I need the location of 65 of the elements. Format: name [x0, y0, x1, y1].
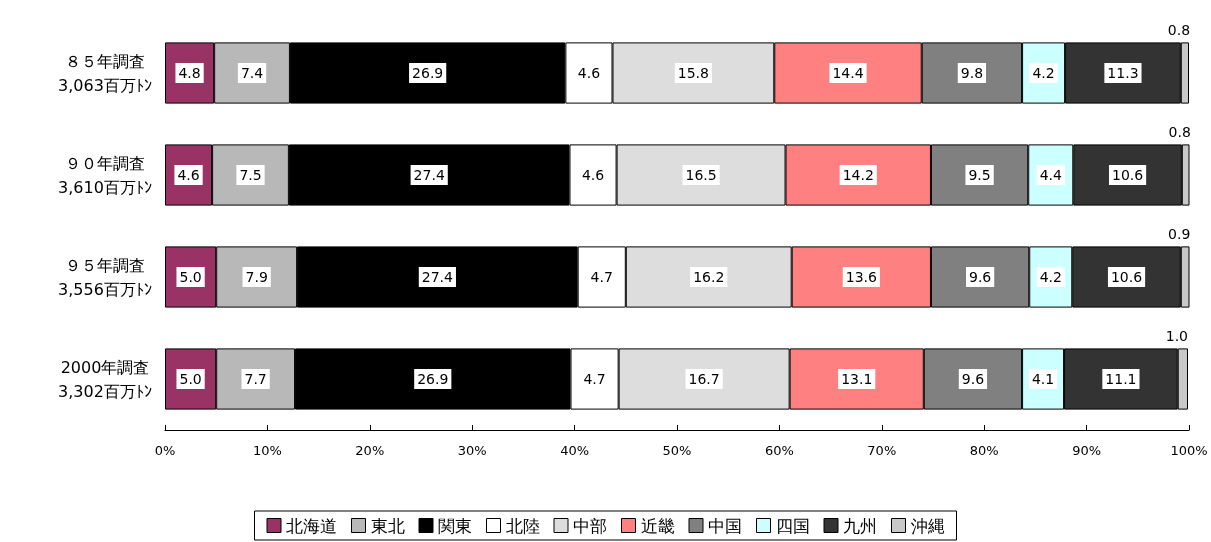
data-label: 4.6: [177, 167, 200, 183]
data-label: 16.7: [688, 371, 720, 387]
x-tick-label: 50%: [662, 443, 692, 458]
data-label: 0.9: [1168, 226, 1191, 243]
legend-label: 中部: [573, 515, 607, 536]
legend-label: 関東: [438, 515, 472, 536]
y-tick-label: ９０年調査 3,610百万ﾄﾝ: [58, 153, 152, 197]
data-label: 5.0: [179, 371, 202, 387]
data-label: 4.6: [577, 65, 601, 81]
data-label: 11.3: [1107, 65, 1139, 81]
x-tick-label: 0%: [154, 443, 176, 458]
x-tick-label: 20%: [355, 443, 385, 458]
legend-label: 北海道: [286, 515, 337, 536]
data-label: 7.5: [239, 167, 262, 183]
legend-label: 東北: [370, 515, 405, 536]
data-label: 9.6: [968, 269, 992, 285]
data-label: 13.1: [841, 371, 873, 387]
data-label: 4.4: [1039, 167, 1062, 183]
data-label: 14.2: [842, 167, 874, 183]
data-label: 9.8: [960, 65, 984, 81]
data-label: 0.8: [1168, 124, 1191, 141]
data-label: 9.5: [968, 167, 991, 183]
data-label: 5.0: [179, 269, 202, 285]
x-tick-label: 100%: [1170, 443, 1208, 458]
x-tick-label: 40%: [560, 443, 590, 458]
data-label: 7.9: [245, 269, 268, 285]
legend-label: 四国: [775, 515, 810, 536]
data-label: 9.6: [961, 371, 985, 387]
data-label: 10.6: [1110, 269, 1143, 285]
data-label: 26.9: [417, 371, 449, 387]
data-label: 4.7: [590, 269, 613, 285]
legend-label: 中国: [708, 515, 742, 536]
data-label: 1.0: [1165, 328, 1188, 345]
data-label: 7.4: [240, 65, 264, 81]
x-tick-label: 30%: [457, 443, 487, 458]
data-label: 0.8: [1167, 22, 1191, 39]
data-label: 4.1: [1031, 371, 1055, 387]
x-tick-label: 60%: [764, 443, 794, 458]
data-label: 16.2: [693, 269, 725, 285]
data-label: 14.4: [832, 65, 864, 81]
data-label: 4.2: [1032, 65, 1055, 81]
x-tick-label: 80%: [969, 443, 999, 458]
legend-label: 九州: [843, 515, 877, 536]
y-tick-label: ９５年調査 3,556百万ﾄﾝ: [58, 255, 152, 299]
y-tick-label: 2000年調査 3,302百万ﾄﾝ: [58, 357, 152, 401]
data-label: 10.6: [1111, 167, 1144, 183]
legend-label: 北陸: [505, 515, 540, 536]
y-tick-label: ８５年調査 3,063百万ﾄﾝ: [58, 51, 152, 95]
data-label: 7.7: [244, 371, 267, 387]
data-label: 11.1: [1105, 371, 1137, 387]
data-label: 16.5: [685, 167, 717, 183]
legend-label: 近畿: [640, 515, 675, 536]
data-label: 4.7: [583, 371, 606, 387]
data-label: 15.8: [677, 65, 709, 81]
x-tick-label: 90%: [1072, 443, 1102, 458]
legend-label: 沖縄: [910, 515, 945, 536]
data-label: 27.4: [421, 269, 454, 285]
x-tick-label: 70%: [867, 443, 897, 458]
data-label: 13.6: [845, 269, 877, 285]
data-label: 27.4: [413, 167, 445, 183]
data-label: 26.9: [412, 65, 444, 81]
data-label: 4.6: [581, 167, 605, 183]
data-label: 4.8: [178, 65, 201, 81]
x-tick-label: 10%: [252, 443, 282, 458]
data-label: 4.2: [1039, 269, 1062, 285]
